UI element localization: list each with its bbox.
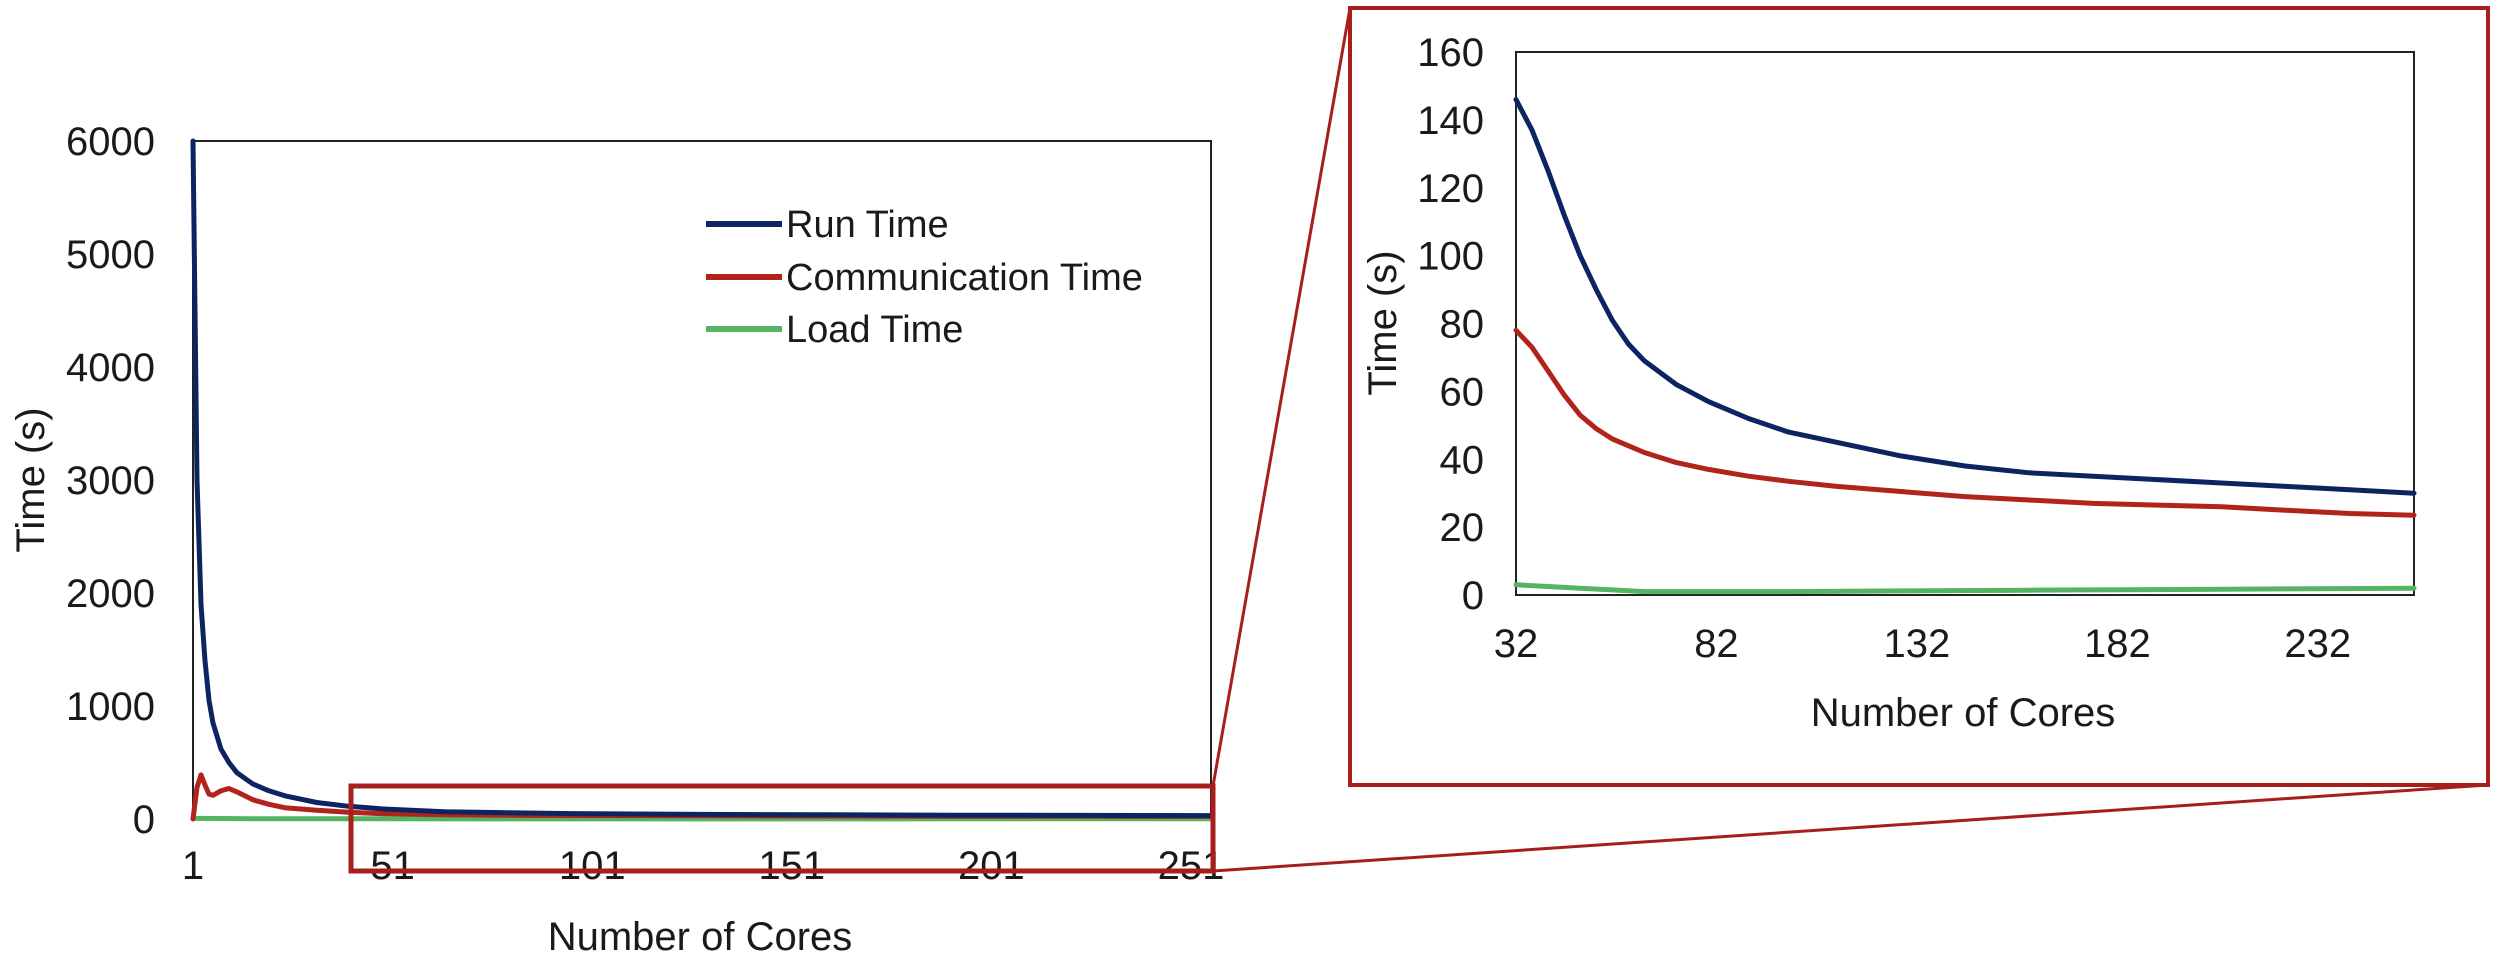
zoom-y-tick-160: 160 [1417,31,1484,75]
main-x-axis-title: Number of Cores [548,915,853,959]
zoom-y-tick-100: 100 [1417,235,1484,279]
zoom-series-run-time [1513,97,2417,496]
main-y-tick-2000: 2000 [66,572,155,616]
zoom-x-tick-32: 32 [1494,622,1539,666]
main-y-tick-0: 0 [133,798,155,842]
zoom-y-axis-title: Time (s) [1361,250,1405,395]
main-x-tick-1: 1 [182,844,204,888]
main-x-tick-151: 151 [758,844,825,888]
legend-label-load-time: Load Time [786,309,963,351]
main-series-lines [190,138,1214,822]
legend-label-communication-time: Communication Time [786,257,1143,299]
main-plot-area [192,140,1212,820]
main-y-tick-5000: 5000 [66,233,155,277]
main-x-ticks: 1 51 101 151 201 251 [182,844,1225,888]
zoom-x-tick-132: 132 [1884,622,1951,666]
zoom-y-tick-80: 80 [1440,303,1485,347]
zoom-x-tick-232: 232 [2284,622,2351,666]
main-y-axis-title: Time (s) [9,407,53,552]
zoom-y-tick-0: 0 [1462,574,1484,618]
zoom-y-ticks: 0 20 40 60 80 100 120 140 160 [1417,31,1484,618]
zoom-y-tick-140: 140 [1417,99,1484,143]
legend-label-run-time: Run Time [786,204,949,246]
main-x-tick-201: 201 [958,844,1025,888]
main-y-ticks: 0 1000 2000 3000 4000 5000 6000 [66,120,155,842]
zoom-connector-top [1211,7,1352,787]
zoom-x-axis-title: Number of Cores [1811,691,2116,735]
main-x-tick-51: 51 [370,844,415,888]
main-y-tick-1000: 1000 [66,685,155,729]
main-series-run-time [190,138,1214,819]
main-y-tick-4000: 4000 [66,346,155,390]
zoom-series-communication-time [1513,327,2417,518]
main-y-tick-6000: 6000 [66,120,155,164]
zoom-x-ticks: 32 82 132 182 232 [1494,622,2351,666]
zoom-series-load-time [1513,582,2417,595]
main-series-load-time [190,815,1214,822]
zoom-y-tick-120: 120 [1417,167,1484,211]
zoom-y-tick-60: 60 [1440,370,1485,414]
main-x-tick-101: 101 [559,844,626,888]
zoom-chart: 0 20 40 60 80 100 120 140 160 32 82 132 182 232 Time… [1361,31,2417,735]
zoom-connector-bottom [1212,783,2489,873]
main-y-tick-3000: 3000 [66,459,155,503]
legend: Run Time Communication Time Load Time [706,204,1143,351]
zoom-y-tick-40: 40 [1440,438,1485,482]
zoom-x-tick-182: 182 [2084,622,2151,666]
zoom-y-tick-20: 20 [1440,506,1485,550]
zoom-series-lines [1513,97,2417,595]
zoom-plot-area [1515,51,2415,596]
zoom-x-tick-82: 82 [1694,622,1739,666]
zoom-selection-box [348,783,1216,874]
